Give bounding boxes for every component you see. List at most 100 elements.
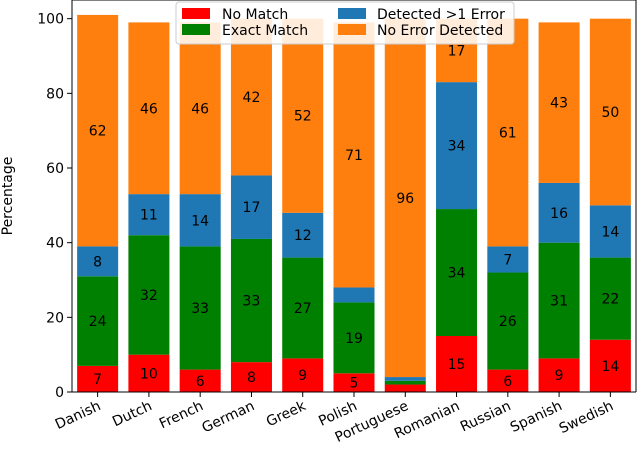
bar-segment-portuguese-no-error-detected xyxy=(384,18,426,378)
data-label-french-no-error-detected: 46 xyxy=(191,101,209,117)
data-label-romanian-exact-match: 34 xyxy=(448,266,466,282)
legend-label-exact-match: Exact Match xyxy=(222,23,308,39)
bar-segment-romanian-exact-match xyxy=(436,209,478,336)
bar-segment-polish-no-match xyxy=(333,373,375,392)
bar-segment-romanian-no-match xyxy=(436,336,478,392)
data-label-swedish-no-error-detected: 50 xyxy=(601,105,619,121)
data-label-german-exact-match: 33 xyxy=(243,294,261,310)
bar-segment-portuguese-detected-1-error xyxy=(384,377,426,381)
x-tick-label-french: French xyxy=(157,398,206,432)
data-label-swedish-exact-match: 22 xyxy=(601,292,619,308)
data-label-dutch-detected-1-error: 11 xyxy=(140,208,158,224)
data-label-spanish-no-error-detected: 43 xyxy=(550,96,568,112)
bar-segment-swedish-no-match xyxy=(589,339,631,392)
bar-segment-french-exact-match xyxy=(179,246,221,370)
data-labels-layer: 7248621032114663314468331742927125251971… xyxy=(89,43,620,391)
data-label-romanian-no-error-detected: 17 xyxy=(448,43,466,59)
bar-segment-portuguese-exact-match xyxy=(384,380,426,385)
bar-segment-spanish-detected-1-error xyxy=(538,182,580,243)
bar-segment-swedish-no-error-detected xyxy=(589,18,631,206)
legend-swatch-no-error-detected xyxy=(338,24,366,35)
x-tick-label-russian: Russian xyxy=(458,398,514,435)
legend-box xyxy=(175,1,515,45)
data-label-swedish-detected-1-error: 14 xyxy=(601,224,619,240)
bar-segment-swedish-detected-1-error xyxy=(589,205,631,258)
data-label-spanish-exact-match: 31 xyxy=(550,294,568,310)
data-label-dutch-exact-match: 32 xyxy=(140,288,158,304)
data-label-danish-no-match: 7 xyxy=(93,372,102,388)
data-label-polish-exact-match: 19 xyxy=(345,331,363,347)
bar-segment-polish-exact-match xyxy=(333,302,375,374)
y-axis-label: Percentage xyxy=(0,157,16,236)
bar-segment-french-no-match xyxy=(179,369,221,392)
data-label-french-exact-match: 33 xyxy=(191,301,209,317)
data-label-russian-detected-1-error: 7 xyxy=(503,252,512,268)
legend-swatch-exact-match xyxy=(182,24,210,35)
data-label-french-detected-1-error: 14 xyxy=(191,213,209,229)
data-label-portuguese-no-error-detected: 96 xyxy=(396,191,414,207)
bar-segment-spanish-no-match xyxy=(538,358,580,392)
data-label-spanish-detected-1-error: 16 xyxy=(550,206,568,222)
bar-segment-russian-detected-1-error xyxy=(487,246,529,273)
x-tick-label-swedish: Swedish xyxy=(557,398,616,437)
data-label-spanish-no-match: 9 xyxy=(555,368,564,384)
data-label-dutch-no-match: 10 xyxy=(140,366,158,382)
data-label-russian-exact-match: 26 xyxy=(499,314,517,330)
y-tick-label-80: 80 xyxy=(46,86,64,102)
data-label-danish-no-error-detected: 62 xyxy=(89,124,107,140)
x-tick-label-spanish: Spanish xyxy=(508,398,565,436)
y-tick-label-40: 40 xyxy=(46,236,64,252)
bar-segment-greek-detected-1-error xyxy=(282,212,324,258)
legend-label-no-error-detected: No Error Detected xyxy=(377,23,503,39)
data-label-polish-no-match: 5 xyxy=(350,376,359,392)
bar-segment-russian-exact-match xyxy=(487,272,529,370)
bar-segment-danish-detected-1-error xyxy=(77,246,119,277)
bar-segment-polish-detected-1-error xyxy=(333,287,375,303)
x-tick-label-german: German xyxy=(200,398,258,436)
legend-swatch-no-match xyxy=(182,8,210,19)
bar-segment-french-detected-1-error xyxy=(179,194,221,247)
y-tick-label-0: 0 xyxy=(55,385,64,401)
bar-segment-french-no-error-detected xyxy=(179,22,221,195)
data-label-polish-no-error-detected: 71 xyxy=(345,148,363,164)
data-label-french-no-match: 6 xyxy=(196,374,205,390)
bars-layer xyxy=(77,14,631,392)
bar-segment-danish-exact-match xyxy=(77,276,119,366)
legend-label-detected-1-error: Detected >1 Error xyxy=(377,7,505,23)
bar-segment-greek-no-error-detected xyxy=(282,18,324,213)
bar-segment-russian-no-match xyxy=(487,369,529,392)
legend-label-no-match: No Match xyxy=(222,7,288,23)
data-label-greek-detected-1-error: 12 xyxy=(294,228,312,244)
bar-segment-german-exact-match xyxy=(230,238,272,363)
bar-segment-dutch-detected-1-error xyxy=(128,194,170,236)
data-label-russian-no-error-detected: 61 xyxy=(499,126,517,142)
data-label-german-no-error-detected: 42 xyxy=(243,90,261,106)
bar-segment-swedish-exact-match xyxy=(589,257,631,340)
bar-segment-greek-no-match xyxy=(282,358,324,392)
bar-segment-danish-no-match xyxy=(77,365,119,392)
bar-segment-spanish-no-error-detected xyxy=(538,22,580,183)
x-tick-label-danish: Danish xyxy=(53,398,104,433)
bar-segment-russian-no-error-detected xyxy=(487,18,529,247)
bar-segment-dutch-exact-match xyxy=(128,235,170,355)
legend-swatch-detected-1-error xyxy=(338,8,366,19)
bar-segment-dutch-no-match xyxy=(128,354,170,392)
data-label-danish-exact-match: 24 xyxy=(89,314,107,330)
data-label-romanian-no-match: 15 xyxy=(448,357,466,373)
data-label-greek-no-error-detected: 52 xyxy=(294,109,312,125)
x-tick-label-dutch: Dutch xyxy=(110,398,155,430)
bar-segment-german-no-error-detected xyxy=(230,18,272,176)
bar-segment-german-no-match xyxy=(230,362,272,392)
data-label-swedish-no-match: 14 xyxy=(601,359,619,375)
bar-segment-greek-exact-match xyxy=(282,257,324,359)
data-label-greek-exact-match: 27 xyxy=(294,301,312,317)
bar-segment-dutch-no-error-detected xyxy=(128,22,170,195)
data-label-greek-no-match: 9 xyxy=(298,368,307,384)
data-label-german-no-match: 8 xyxy=(247,370,256,386)
data-label-german-detected-1-error: 17 xyxy=(243,200,261,216)
y-tick-label-60: 60 xyxy=(46,161,64,177)
bar-segment-romanian-detected-1-error xyxy=(436,82,478,210)
